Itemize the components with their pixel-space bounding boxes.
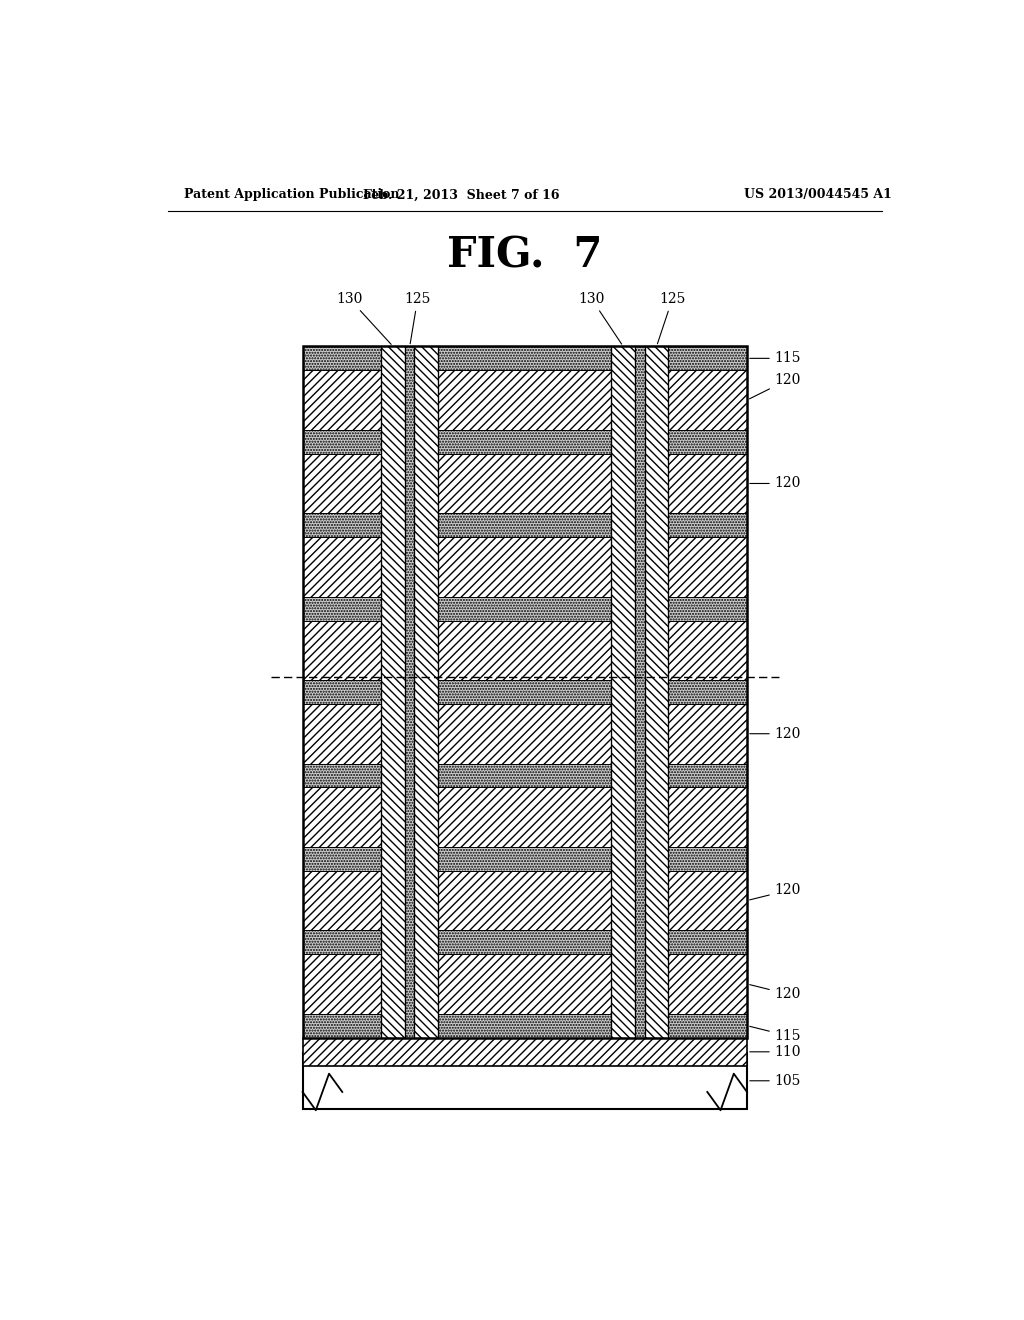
Text: 120: 120 (750, 883, 801, 900)
Bar (303, 597, 748, 620)
Text: 120: 120 (750, 372, 801, 399)
Text: 130: 130 (579, 292, 622, 345)
Bar (381, 346, 404, 1038)
Bar (303, 620, 748, 680)
Bar (611, 346, 635, 1038)
Text: Feb. 21, 2013  Sheet 7 of 16: Feb. 21, 2013 Sheet 7 of 16 (364, 189, 559, 202)
Bar (303, 704, 748, 763)
Bar (415, 346, 438, 1038)
Bar (303, 1053, 748, 1109)
Text: 125: 125 (404, 292, 431, 343)
Text: FIG.  7: FIG. 7 (447, 235, 602, 277)
Bar (303, 346, 748, 371)
Bar (303, 931, 748, 954)
Text: Patent Application Publication: Patent Application Publication (183, 189, 399, 202)
Bar (303, 1014, 748, 1038)
Text: 125: 125 (657, 292, 686, 343)
Bar (645, 346, 669, 1038)
Text: 120: 120 (750, 727, 801, 741)
Text: 115: 115 (750, 351, 802, 366)
Bar (303, 430, 748, 454)
Bar (303, 1038, 748, 1067)
Text: 120: 120 (750, 477, 801, 491)
Text: 120: 120 (750, 985, 801, 1001)
Bar (303, 371, 748, 430)
Bar (303, 346, 748, 1038)
Text: 115: 115 (750, 1027, 802, 1043)
Bar (303, 454, 748, 513)
Text: 110: 110 (750, 1045, 802, 1059)
Bar (303, 847, 748, 871)
Text: 105: 105 (750, 1073, 801, 1088)
Text: 130: 130 (336, 292, 391, 345)
Bar (404, 346, 415, 1038)
Bar (303, 763, 748, 787)
Text: US 2013/0044545 A1: US 2013/0044545 A1 (744, 189, 892, 202)
Bar (303, 680, 748, 704)
Bar (303, 954, 748, 1014)
Bar (303, 871, 748, 931)
Bar (303, 513, 748, 537)
Bar (303, 537, 748, 597)
Bar (635, 346, 645, 1038)
Bar (303, 787, 748, 847)
